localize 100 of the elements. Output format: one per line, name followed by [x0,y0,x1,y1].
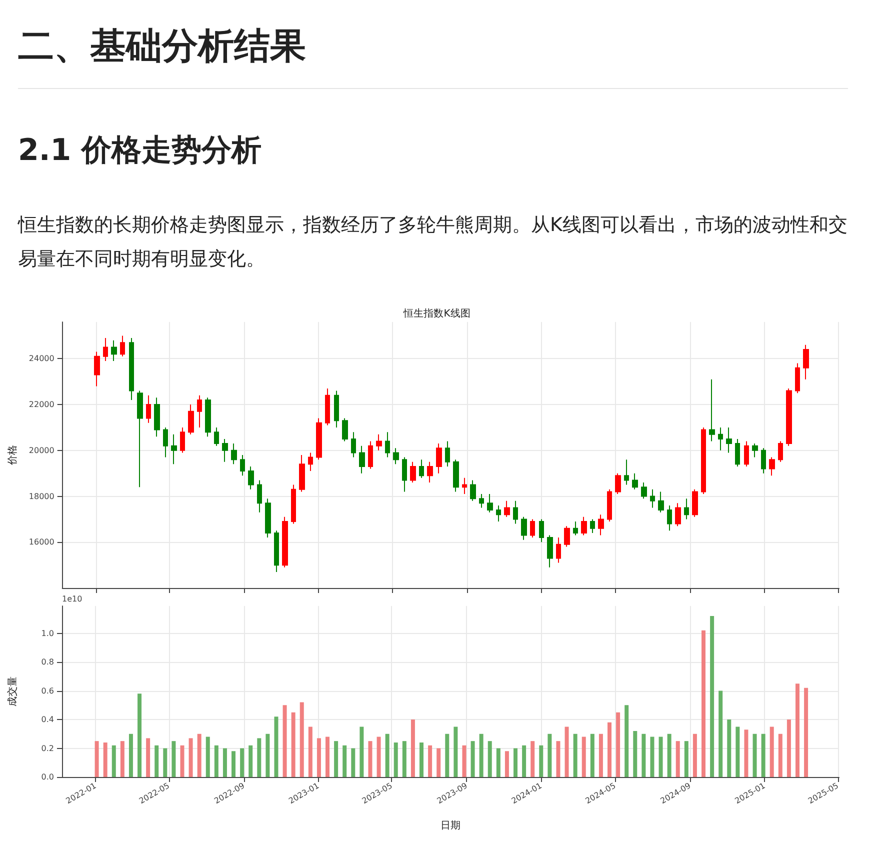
candlestick [359,445,365,474]
candlestick [445,440,450,467]
candlestick [188,404,194,435]
candlestick [487,493,493,513]
candlestick [539,518,544,543]
candlestick [641,482,647,500]
bar [428,745,432,777]
text: 2.1 价格走势分析 [18,132,262,170]
candlestick [632,472,638,490]
bar [702,630,706,777]
bar [112,745,116,777]
bar [308,726,312,777]
candlestick [171,434,177,465]
candlestick [410,461,416,484]
bar [94,741,99,777]
candlestick [265,498,271,538]
candlestick [376,434,382,451]
candlestick [744,440,749,467]
bar [206,736,210,777]
bar [736,726,740,777]
candlestick [462,477,467,494]
bar [761,734,766,777]
candlestick [453,459,459,492]
bar [266,734,270,777]
bar [420,742,424,777]
candlestick [709,378,715,442]
bar [300,702,304,777]
candlestick [282,516,288,568]
candlestick [573,521,578,536]
candlestick [547,534,553,568]
candlestick [735,438,740,467]
bar [394,742,398,777]
candlestick [718,426,723,451]
candlestick [701,426,706,494]
candlestick [180,426,185,454]
candlestick [299,454,305,492]
bar [676,741,680,777]
bar [291,712,296,777]
bar [232,751,236,777]
candlestick [684,498,689,520]
bar [316,738,321,777]
bar [658,736,663,777]
bar [326,736,330,777]
bar [718,690,723,777]
bar [436,748,441,777]
bar [684,741,688,777]
bar [752,734,757,777]
bar [385,734,390,777]
candlestick [692,488,698,518]
candlestick [325,388,330,426]
candlestick [769,456,775,476]
bar [786,720,791,777]
bar [282,705,287,777]
candlestick [316,418,322,460]
y-tick-label: 0.8 [41,658,54,667]
bar [522,745,526,777]
bar [402,741,406,777]
bar [504,751,509,777]
candlestick [274,530,279,572]
text: 恒生指数的长期价格走势图显示，指数经历了多轮牛熊周期。从K线图可以看出，市场的波动性和交易量在不同时期有明显变化。 [18,213,848,272]
bar [727,720,732,777]
candlestick [598,514,604,536]
bar [257,738,262,777]
bar [248,745,253,777]
bar [172,741,176,777]
bar [146,738,150,777]
bar [334,741,338,777]
y-tick-label: 20000 [28,446,54,455]
bar [180,745,184,777]
bar [103,742,108,777]
candlestick [103,338,108,362]
bar [770,726,774,777]
candlestick [197,394,202,428]
bar [479,734,484,777]
candlestick [231,443,237,465]
bar [274,716,278,777]
candlestick [778,440,783,462]
candlestick [624,459,629,486]
candlestick [615,472,621,494]
y-tick-label: 16000 [28,538,54,547]
candlestick [308,452,313,472]
bar [470,741,475,777]
bar [642,734,646,777]
candlestick [163,426,168,458]
candlestick [94,351,100,387]
candlestick [334,390,339,428]
y-tick-label: 18000 [28,492,54,501]
bar [667,734,672,777]
candlestick [248,466,254,490]
candlestick [752,443,758,458]
candlestick [590,518,595,534]
candlestick [385,432,390,458]
candlestick [137,390,143,488]
candlestick [786,388,792,446]
candlestick [214,426,219,446]
bar [616,712,620,777]
y-axis-title: 成交量 [6,676,18,706]
bar [368,741,372,777]
candlestick [393,448,399,465]
candlestick [205,397,211,438]
